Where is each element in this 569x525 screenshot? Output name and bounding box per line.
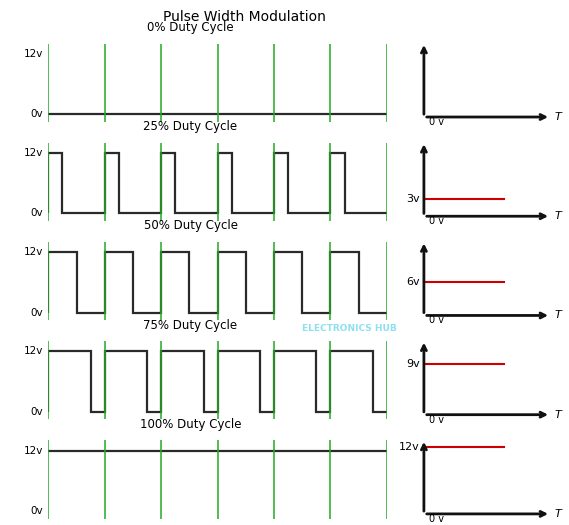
- Text: 0 v: 0 v: [429, 216, 444, 226]
- Text: 0 v: 0 v: [429, 514, 444, 524]
- Text: 25% Duty Cycle: 25% Duty Cycle: [143, 120, 238, 133]
- Text: 0 v: 0 v: [429, 316, 444, 326]
- Text: 75% Duty Cycle: 75% Duty Cycle: [143, 319, 238, 332]
- Text: 12v: 12v: [24, 346, 43, 356]
- Text: 12v: 12v: [24, 446, 43, 456]
- Text: 0v: 0v: [31, 308, 43, 318]
- Text: T: T: [555, 211, 562, 221]
- Text: T: T: [555, 310, 562, 320]
- Text: 6v: 6v: [406, 277, 420, 287]
- Text: 0v: 0v: [31, 208, 43, 218]
- Text: 0 v: 0 v: [429, 117, 444, 127]
- Text: T: T: [555, 509, 562, 519]
- Text: T: T: [555, 112, 562, 122]
- Text: 0v: 0v: [31, 506, 43, 516]
- Text: 0v: 0v: [31, 407, 43, 417]
- Text: 0v: 0v: [31, 109, 43, 119]
- Text: Pulse Width Modulation: Pulse Width Modulation: [163, 10, 326, 24]
- Text: 100% Duty Cycle: 100% Duty Cycle: [140, 418, 241, 431]
- Text: 12v: 12v: [24, 49, 43, 59]
- Text: 0 v: 0 v: [429, 415, 444, 425]
- Text: 12v: 12v: [24, 247, 43, 257]
- Text: T: T: [555, 410, 562, 419]
- Text: 12v: 12v: [399, 442, 420, 452]
- Text: 0% Duty Cycle: 0% Duty Cycle: [147, 21, 234, 34]
- Text: 3v: 3v: [406, 194, 420, 204]
- Text: ELECTRONICS HUB: ELECTRONICS HUB: [302, 323, 397, 333]
- Text: 9v: 9v: [406, 360, 420, 370]
- Text: 12v: 12v: [24, 148, 43, 158]
- Text: 50% Duty Cycle: 50% Duty Cycle: [143, 219, 238, 233]
